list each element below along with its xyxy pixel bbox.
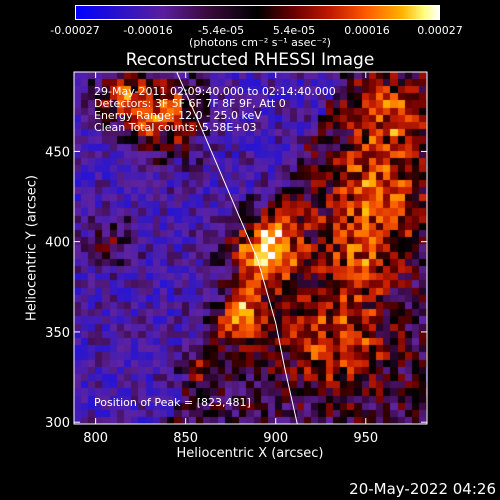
x-axis-label: Heliocentric X (arcsec) <box>176 446 324 461</box>
peak-position-text: Position of Peak = [823,481] <box>94 396 251 409</box>
colorbar-tick-label: 0.00016 <box>344 24 390 37</box>
y-axis-label: Heliocentric Y (arcsec) <box>24 175 40 321</box>
colorbar <box>75 5 440 20</box>
date-stamp: 20-May-2022 04:26 <box>349 480 496 498</box>
heatmap-image <box>74 72 427 424</box>
total-counts-text: Clean Total counts: 5.58E+03 <box>94 121 257 134</box>
time-range-text: 29-May-2011 02:09:40.000 to 02:14:40.000 <box>94 85 336 98</box>
x-tick-label: 900 <box>263 431 288 446</box>
y-tick-label: 300 <box>45 416 70 431</box>
y-tick-label: 350 <box>45 326 70 341</box>
plot-area: 29-May-2011 02:09:40.000 to 02:14:40.000… <box>74 72 427 424</box>
solar-limb-line <box>176 71 298 425</box>
x-tick-label: 850 <box>173 431 198 446</box>
colorbar-unit-label: (photons cm⁻² s⁻¹ asec⁻²) <box>189 36 331 49</box>
colorbar-tick-label: -0.00016 <box>123 24 173 37</box>
colorbar-tick-label: -0.00027 <box>50 24 100 37</box>
detectors-text: Detectors: 3F 5F 6F 7F 8F 9F, Att 0 <box>94 97 286 110</box>
energy-range-text: Energy Range: 12.0 - 25.0 keV <box>94 109 262 122</box>
plot-frame-border <box>73 71 428 425</box>
x-tick-label: 800 <box>83 431 108 446</box>
colorbar-tick-label: 5.4e-05 <box>272 24 316 37</box>
y-tick-label: 450 <box>45 145 70 160</box>
y-tick-label: 400 <box>45 236 70 251</box>
x-tick-label: 950 <box>353 431 378 446</box>
chart-title: Reconstructed RHESSI Image <box>125 50 375 70</box>
colorbar-tick-label: -5.4e-05 <box>197 24 245 37</box>
observation-info: 29-May-2011 02:09:40.000 to 02:14:40.000… <box>94 86 336 134</box>
colorbar-tick-label: 0.00027 <box>417 24 463 37</box>
